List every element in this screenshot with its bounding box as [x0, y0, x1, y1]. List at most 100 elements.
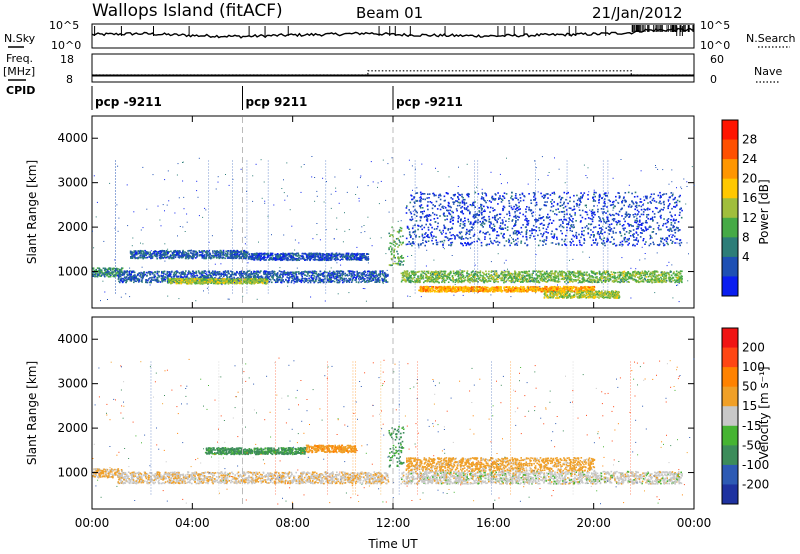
heatmap-cell — [268, 259, 270, 261]
heatmap-cell — [444, 275, 447, 277]
heatmap-cell — [183, 254, 186, 257]
heatmap-cell — [137, 250, 140, 252]
heatmap-cell — [293, 257, 296, 260]
heatmap-cell — [117, 278, 120, 280]
heatmap-cell — [646, 272, 648, 274]
heatmap-cell — [160, 256, 162, 258]
heatmap-cell — [274, 273, 276, 275]
heatmap-cell — [160, 277, 163, 280]
heatmap-cell — [374, 277, 377, 279]
heatmap-cell — [364, 270, 366, 272]
heatmap-cell — [260, 275, 263, 277]
heatmap-cell — [294, 273, 297, 275]
heatmap-cell — [115, 274, 117, 277]
heatmap-cell — [148, 278, 150, 280]
heatmap-cell — [488, 270, 490, 273]
heatmap-cell — [218, 256, 220, 258]
heatmap-cell — [543, 275, 545, 278]
heatmap-cell — [203, 254, 206, 256]
heatmap-cell — [361, 277, 364, 280]
heatmap-cell — [390, 234, 392, 236]
heatmap-cell — [227, 257, 230, 259]
heatmap-cell — [211, 279, 213, 282]
heatmap-cell — [310, 256, 312, 258]
heatmap-cell — [143, 252, 145, 254]
heatmap-cell — [209, 253, 212, 255]
heatmap-cell — [131, 251, 133, 253]
heatmap-cell — [252, 278, 255, 280]
heatmap-cell — [130, 280, 133, 282]
heatmap-cell — [263, 270, 266, 272]
freq-tick-top: 18 — [60, 53, 74, 66]
heatmap-cell — [220, 251, 222, 254]
heatmap-cell — [313, 277, 315, 279]
heatmap-cell — [282, 274, 284, 277]
heatmap-cell — [166, 253, 169, 256]
heatmap-cell — [130, 273, 132, 275]
heatmap-cell — [529, 273, 531, 276]
heatmap-cell — [293, 277, 295, 280]
heatmap-cell — [274, 280, 277, 282]
heatmap-cell — [195, 257, 197, 259]
heatmap-cell — [320, 257, 323, 259]
heatmap-cell — [422, 271, 425, 274]
heatmap-cell — [157, 281, 159, 283]
heatmap-cell — [346, 255, 348, 257]
heatmap-cell — [215, 274, 217, 277]
heatmap-cell — [209, 277, 211, 280]
heatmap-cell — [260, 258, 262, 260]
heatmap-cell — [329, 276, 331, 278]
heatmap-cell — [316, 273, 319, 276]
heatmap-cell — [152, 250, 155, 253]
heatmap-cell — [426, 280, 428, 283]
heatmap-cell — [169, 254, 172, 257]
heatmap-cell — [175, 251, 177, 253]
heatmap-cell — [155, 255, 157, 258]
heatmap-cell — [289, 253, 291, 255]
heatmap-cell — [112, 271, 115, 273]
heatmap-cell — [319, 259, 322, 261]
heatmap-cell — [256, 256, 258, 259]
heatmap-cell — [163, 277, 166, 280]
heatmap-cell — [288, 272, 290, 274]
heatmap-cell — [409, 280, 411, 282]
heatmap-cell — [236, 251, 239, 254]
heatmap-cell — [338, 272, 341, 275]
heatmap-cell — [260, 252, 263, 255]
heatmap-cell — [500, 273, 502, 275]
heatmap-cell — [399, 235, 402, 238]
heatmap-cell — [475, 278, 478, 280]
heatmap-cell — [297, 258, 300, 261]
heatmap-cell — [220, 280, 222, 282]
heatmap-cell — [131, 253, 134, 256]
heatmap-cell — [550, 270, 552, 273]
heatmap-cell — [276, 273, 279, 275]
heatmap-cell — [239, 282, 241, 285]
heatmap-cell — [133, 254, 135, 257]
heatmap-cell — [634, 270, 636, 273]
heatmap-cell — [179, 272, 181, 274]
heatmap-cell — [170, 250, 172, 253]
heatmap-cell — [139, 255, 141, 257]
heatmap-cell — [189, 255, 191, 257]
heatmap-cell — [357, 281, 360, 284]
heatmap-cell — [129, 275, 131, 277]
heatmap-cell — [431, 280, 433, 283]
heatmap-cell — [168, 255, 170, 258]
heatmap-cell — [495, 270, 498, 272]
heatmap-cell — [220, 278, 222, 281]
heatmap-cell — [438, 277, 441, 280]
heatmap-cell — [99, 275, 102, 277]
heatmap-cell — [248, 270, 250, 272]
heatmap-cell — [139, 275, 141, 277]
heatmap-cell — [194, 275, 196, 277]
heatmap-cell — [342, 278, 344, 281]
heatmap-cell — [159, 253, 161, 255]
heatmap-cell — [497, 281, 499, 283]
heatmap-cell — [376, 280, 378, 282]
heatmap-cell — [132, 276, 134, 278]
heatmap-cell — [535, 278, 537, 280]
heatmap-cell — [586, 274, 589, 277]
heatmap-cell — [327, 259, 330, 262]
heatmap-cell — [192, 275, 194, 277]
